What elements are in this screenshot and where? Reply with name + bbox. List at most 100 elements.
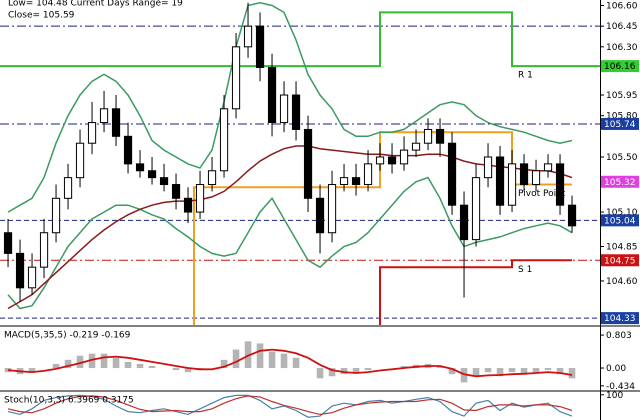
- histogram-bar: [136, 363, 144, 369]
- candle-body: [267, 66, 277, 124]
- candle-body: [231, 46, 241, 110]
- header-line: Low= 104.48 Current Days Range= 19: [8, 0, 183, 9]
- candle-body: [135, 163, 145, 172]
- candle-body: [351, 177, 361, 186]
- candle-body: [531, 170, 541, 186]
- candle-body: [315, 197, 325, 234]
- price-marker: [601, 254, 639, 267]
- histogram-bar: [220, 359, 228, 369]
- candle-body: [279, 94, 289, 124]
- price-marker: [601, 175, 639, 188]
- indicator-line: [7, 2, 573, 213]
- candle-body: [51, 197, 61, 234]
- candle-body: [111, 108, 121, 137]
- candle-body: [291, 94, 301, 130]
- y-tick-label: 0.00: [606, 364, 626, 374]
- y-tick-label: 104.60: [606, 277, 638, 287]
- candle-body: [363, 163, 373, 186]
- candle-body: [375, 156, 385, 165]
- candle-body: [219, 108, 229, 172]
- candle-body: [99, 108, 109, 124]
- candle-body: [459, 204, 469, 241]
- histogram-bar: [472, 368, 480, 377]
- candle-body: [27, 266, 37, 289]
- histogram-bar: [400, 365, 408, 369]
- candle-body: [207, 170, 217, 186]
- histogram-bar: [544, 368, 552, 371]
- y-tick-label: -0.434: [606, 382, 635, 392]
- indicator-line: [7, 145, 573, 310]
- histogram-bar: [232, 349, 240, 369]
- candle-body: [195, 184, 205, 213]
- price-marker-label: 104.33: [604, 314, 636, 324]
- y-tick-label: 105.50: [606, 153, 638, 163]
- panel-2: [7, 394, 573, 418]
- histogram-bar: [340, 368, 348, 375]
- histogram-bar: [64, 359, 72, 369]
- oscillator-line: [7, 395, 573, 416]
- pivot-level: [379, 259, 572, 325]
- histogram-bar: [256, 343, 264, 369]
- histogram-bar: [280, 353, 288, 369]
- y-tick-label: 0.803: [606, 331, 632, 341]
- indicator-line: [7, 176, 573, 310]
- histogram-bar: [28, 368, 36, 373]
- indicator-title: Stoch(10,3,3) 6.3969 0.3175: [4, 396, 134, 406]
- candle-body: [495, 156, 505, 206]
- y-tick-label: 105.80: [606, 112, 638, 122]
- histogram-bar: [352, 368, 360, 373]
- pivot-level-label: S 1: [518, 265, 532, 275]
- price-marker: [601, 60, 639, 73]
- candle-body: [171, 184, 181, 199]
- candle-body: [159, 177, 169, 186]
- price-marker-label: 105.74: [604, 120, 636, 130]
- histogram-bar: [496, 368, 504, 377]
- price-marker-label: 105.32: [604, 178, 636, 188]
- histogram-bar: [172, 368, 180, 371]
- candle-body: [435, 128, 445, 144]
- histogram-bar: [436, 365, 444, 369]
- candle-body: [123, 135, 133, 165]
- candle-body: [339, 177, 349, 186]
- candle-body: [519, 163, 529, 186]
- pivot-level-label: Pivot Point: [518, 189, 566, 199]
- histogram-bar: [316, 368, 324, 379]
- histogram-bar: [76, 355, 84, 369]
- candle-body: [87, 122, 97, 144]
- candle-body: [303, 128, 313, 199]
- candle-body: [243, 25, 253, 48]
- y-tick-label: 105.95: [606, 91, 638, 101]
- histogram-bar: [556, 368, 564, 375]
- histogram-bar: [484, 368, 492, 373]
- price-marker-label: 105.04: [604, 216, 636, 226]
- y-tick-label: 106.60: [606, 2, 638, 12]
- panel-0: R 1 Pivot Point S 1: [0, 2, 600, 325]
- candle-body: [567, 204, 577, 227]
- histogram-bar: [328, 368, 336, 377]
- candle-body: [327, 184, 337, 234]
- candle-body: [543, 163, 553, 172]
- histogram-bar: [124, 361, 132, 369]
- histogram-bar: [88, 353, 96, 369]
- histogram-bar: [52, 363, 60, 369]
- y-tick-label: 106.45: [606, 22, 638, 32]
- histogram-bar: [292, 357, 300, 369]
- candle-body: [447, 142, 457, 206]
- histogram-bar: [148, 365, 156, 369]
- histogram-bar: [244, 341, 252, 369]
- histogram-bar: [508, 368, 516, 373]
- histogram-bar: [568, 368, 576, 379]
- plot-layer: R 1 Pivot Point S 1: [0, 2, 600, 418]
- candle-body: [63, 177, 73, 199]
- header-line: Close= 105.59: [8, 11, 75, 21]
- indicator-title: MACD(5,35,5) -0.219 -0.169: [4, 331, 131, 341]
- candle-body: [423, 128, 433, 144]
- histogram-bar: [112, 357, 120, 369]
- price-marker-label: 106.16: [604, 62, 636, 72]
- y-tick-label: 104.85: [606, 243, 638, 253]
- histogram-bar: [268, 351, 276, 369]
- candle-body: [39, 232, 49, 268]
- y-tick-label: 105.10: [606, 208, 638, 218]
- candle-body: [3, 232, 13, 254]
